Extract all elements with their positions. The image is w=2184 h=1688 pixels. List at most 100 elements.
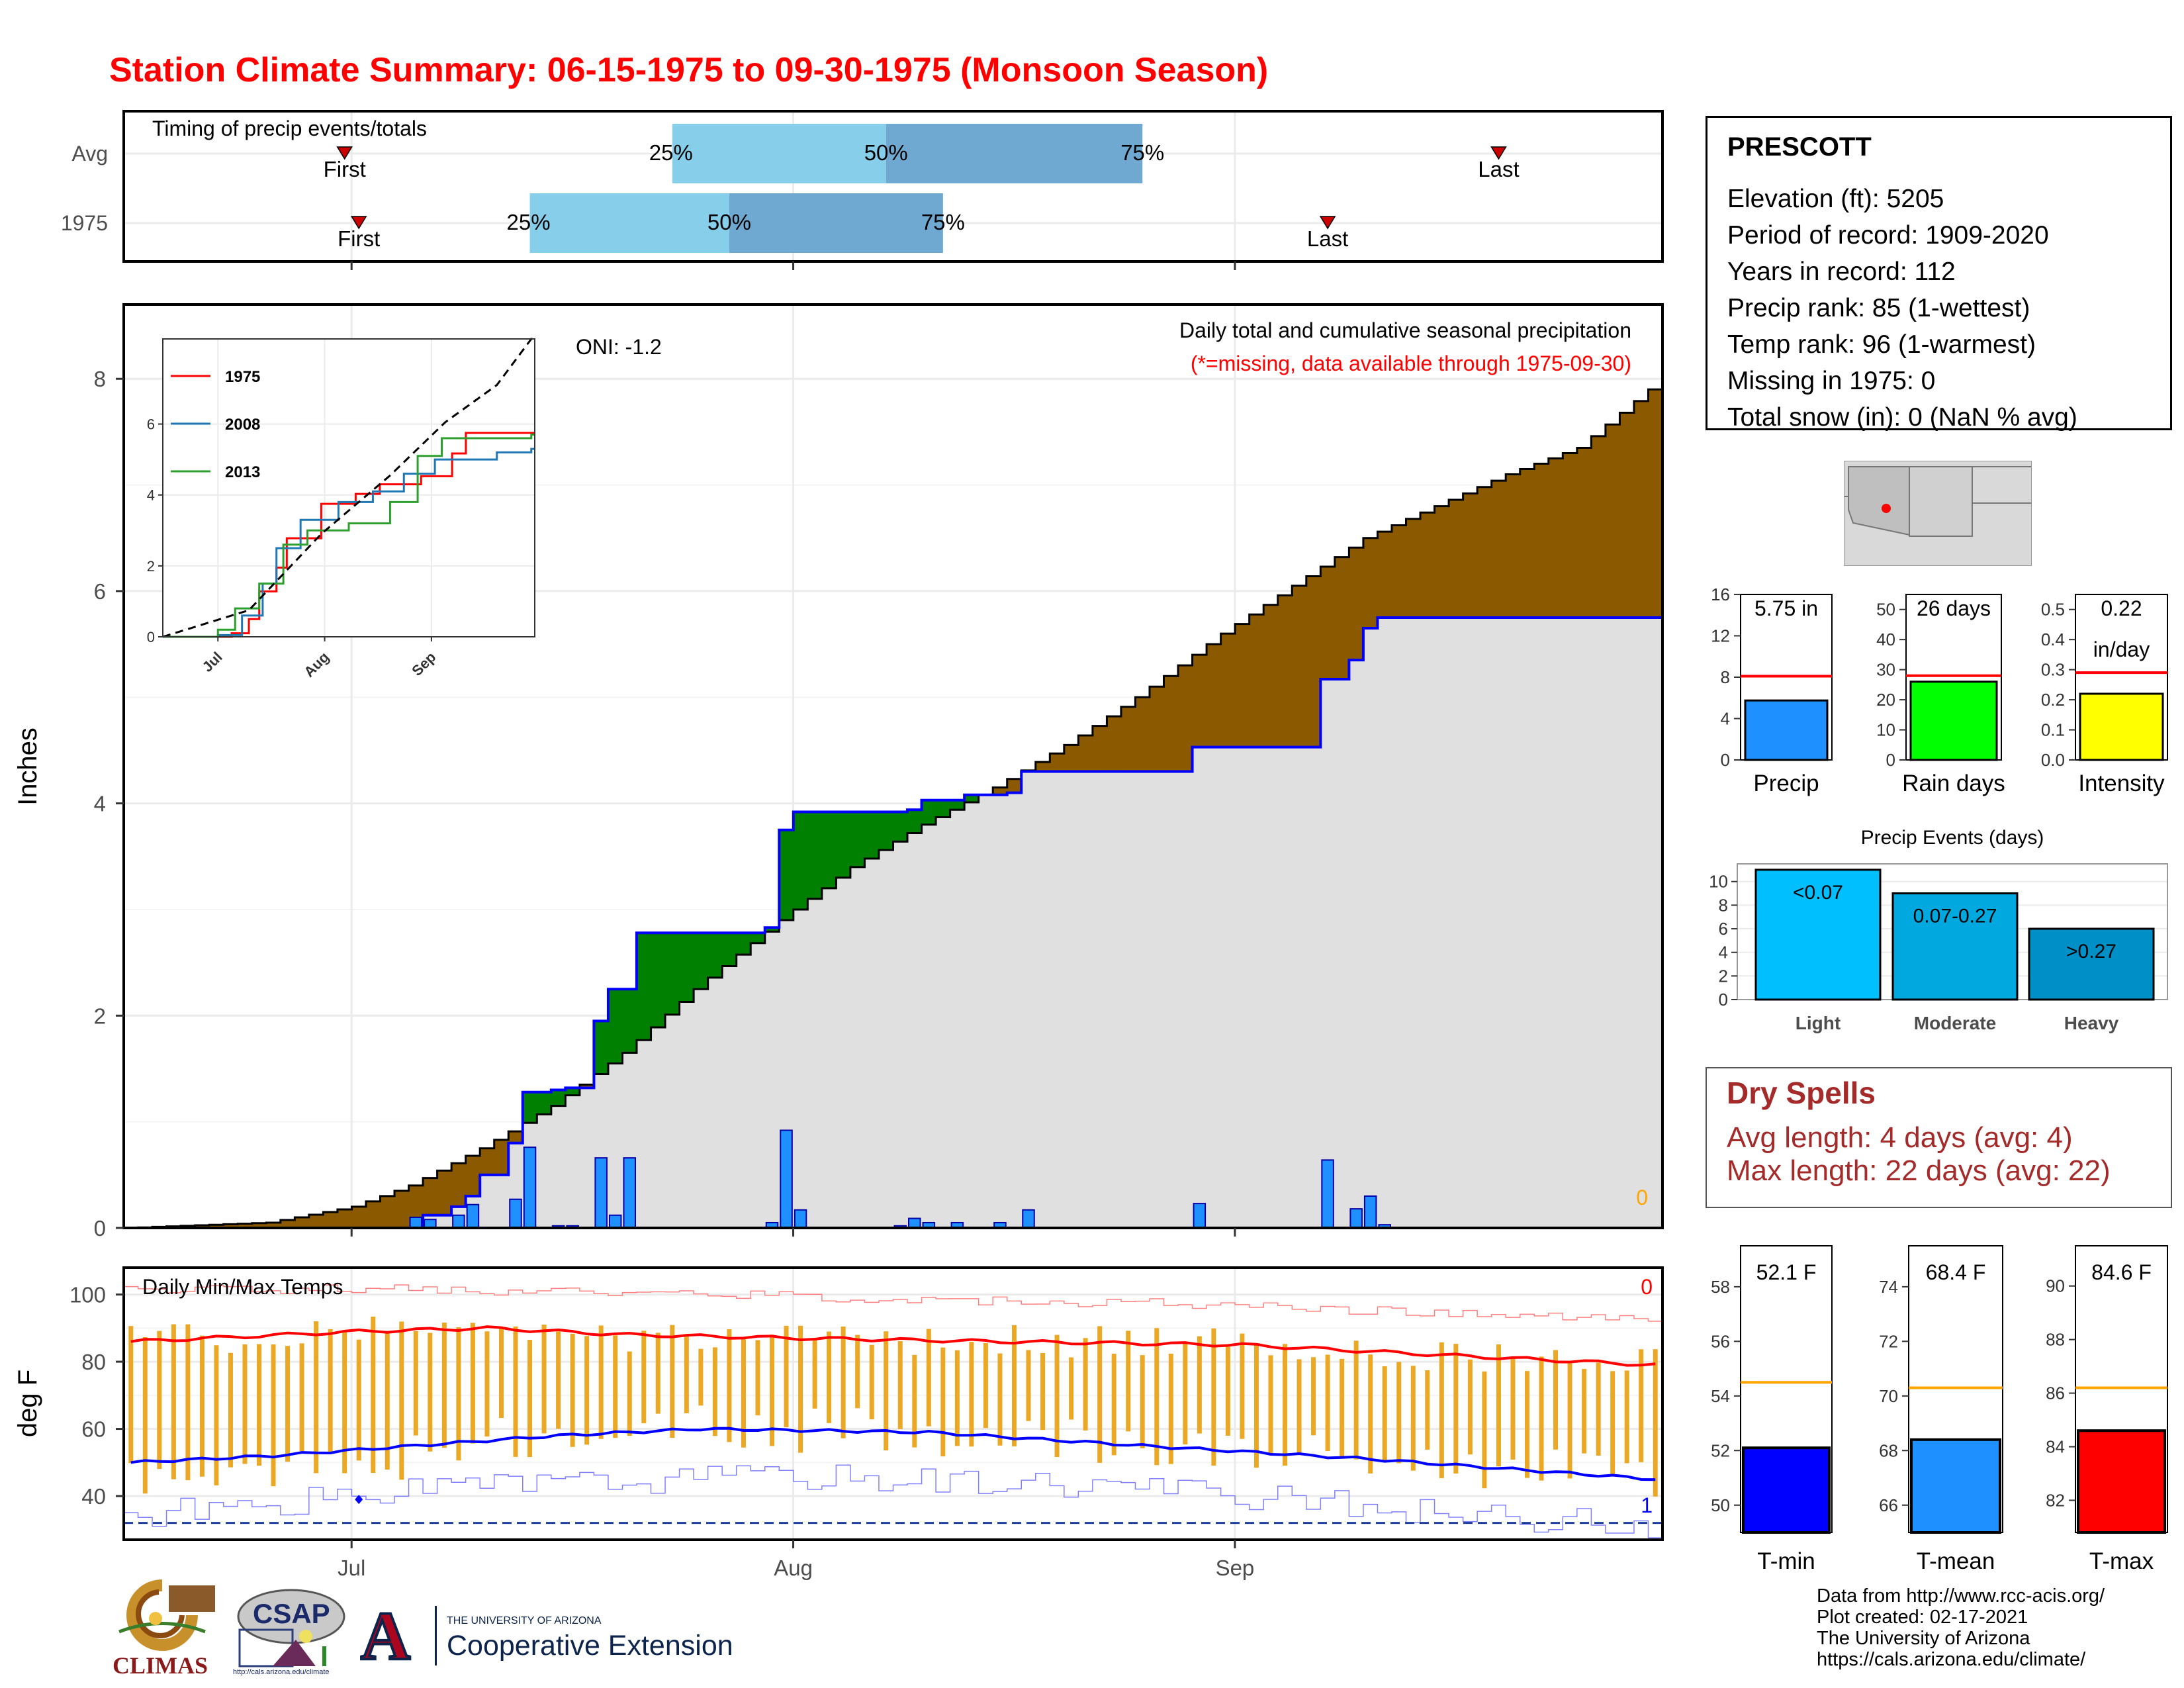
summary-value-label: 26 days — [1917, 596, 1991, 620]
temp-daily-range-bar — [584, 1336, 590, 1445]
temp-daily-range-bar — [1197, 1336, 1202, 1434]
precip-panel-frame — [122, 303, 1664, 1229]
temp-panel-bg — [124, 1268, 1662, 1540]
temp-daily-range-bar — [641, 1331, 647, 1424]
precip-surplus-area — [722, 933, 737, 966]
timing-avg-last-label: Last — [1478, 157, 1519, 181]
temp-summary-t-min: 52.1 F 50 52 54 56 58 T-min — [1711, 1245, 1833, 1574]
summary-bar — [1744, 699, 1829, 761]
inset-legend-label-1975: 1975 — [225, 368, 260, 386]
summary-ytick-label: 0.4 — [2041, 630, 2065, 649]
precip-deficit-area — [251, 1223, 267, 1228]
precip-deficit-area — [1563, 453, 1578, 618]
summary-ytick-label: 30 — [1876, 660, 1895, 680]
precip-surplus-area — [651, 933, 666, 1027]
precip-deficit-area — [1434, 506, 1449, 618]
summary-ytick-label: 0.0 — [2041, 750, 2065, 770]
precip-deficit-area — [1633, 400, 1649, 618]
temp-daily-range-bar — [655, 1333, 660, 1414]
events-ytick-label: 4 — [1719, 943, 1728, 962]
precip-deficit-area — [1092, 726, 1107, 772]
precip-ylabel: Inches — [13, 727, 42, 806]
inset-average-line — [162, 338, 535, 638]
temp-summary-category-label: T-min — [1757, 1548, 1815, 1574]
precip-daily-bar-23 — [1363, 1195, 1377, 1229]
precip-surplus-area — [950, 800, 965, 810]
summary-value-label: 5.75 in — [1754, 596, 1818, 620]
dry-spells-box: Dry Spells Avg length: 4 days (avg: 4) M… — [1706, 1067, 2172, 1208]
station-name: PRESCOTT — [1727, 132, 1872, 162]
precip-deficit-area — [437, 1170, 452, 1215]
temp-summary-ytick-label: 82 — [2046, 1490, 2065, 1510]
precip-daily-bar-22 — [1349, 1208, 1363, 1229]
temp-daily-range-bar — [1311, 1357, 1316, 1436]
temp-ytick-label-100: 100 — [69, 1283, 106, 1307]
station-snow: Total snow (in): 0 (NaN % avg) — [1727, 403, 2077, 432]
temp-daily-range-bar — [470, 1323, 475, 1444]
summary-ytick-label: 8 — [1721, 667, 1730, 687]
precip-deficit-area — [1349, 547, 1364, 661]
temp-daily-range-bar — [712, 1347, 717, 1436]
precip-deficit-area — [1463, 493, 1478, 618]
precip-daily-bar-19 — [1022, 1209, 1035, 1229]
precip-daily-bar-4 — [509, 1198, 522, 1229]
timing-y1975-q25-label: 25% — [507, 210, 551, 234]
dry-spells-avg: Avg length: 4 days (avg: 4) — [1727, 1121, 2073, 1154]
summary-ytick-label: 4 — [1721, 709, 1730, 729]
precip-daily-bar-9 — [608, 1214, 622, 1229]
precip-deficit-area — [480, 1148, 495, 1175]
precip-deficit-area — [1107, 716, 1122, 772]
timing-y1975-q50-q75-bar — [729, 193, 943, 253]
inset-ytick-label-6: 6 — [147, 416, 155, 433]
temp-daily-range-bar — [185, 1324, 191, 1481]
temp-summary-ytick-label: 72 — [1879, 1331, 1898, 1351]
precip-surplus-area — [679, 933, 694, 1002]
precip-deficit-area — [1178, 665, 1193, 772]
precip-daily-bar-15 — [908, 1217, 921, 1229]
temp-daily-range-bar — [727, 1329, 732, 1442]
station-years: Years in record: 112 — [1727, 258, 1956, 286]
precip-surplus-area — [694, 933, 709, 990]
temp-record-low-line — [124, 1464, 1662, 1538]
station-temp-rank: Temp rank: 96 (1-warmest) — [1727, 330, 2036, 359]
precip-deficit-area — [1249, 614, 1264, 747]
temp-daily-range-bar — [1240, 1333, 1245, 1439]
temp-daily-range-bar — [1026, 1350, 1031, 1421]
summary-category-label: Rain days — [1902, 771, 2005, 796]
temp-summary-t-mean: 68.4 F 66 68 70 72 74 T-mean — [1879, 1245, 2003, 1574]
events-ytick-label: 2 — [1719, 966, 1728, 986]
precip-deficit-area — [1192, 655, 1207, 747]
precip-deficit-area — [1420, 512, 1435, 618]
temp-daily-range-bar — [1524, 1371, 1529, 1478]
temp-daily-range-bar — [1410, 1366, 1416, 1471]
precip-deficit-area — [1477, 487, 1492, 618]
timing-avg-q50-q75-bar — [886, 124, 1143, 183]
temp-daily-range-bar — [1553, 1350, 1559, 1450]
summary-ytick-label: 0.2 — [2041, 690, 2065, 710]
summary-category-label: Precip — [1753, 771, 1819, 796]
precip-surplus-area — [836, 812, 851, 878]
temp-daily-range-bar — [1211, 1328, 1216, 1466]
timing-y1975-last-marker — [1319, 216, 1336, 230]
precip-deficit-area — [1363, 538, 1378, 629]
timing-panel-frame — [122, 110, 1664, 263]
station-location-marker — [1882, 504, 1891, 513]
precip-daily-bar-21 — [1321, 1159, 1334, 1229]
timing-y1975-q75-label: 75% — [921, 210, 965, 234]
temp-daily-range-bar — [413, 1331, 418, 1436]
precip-deficit-area — [451, 1163, 467, 1207]
precip-deficit-area — [1391, 525, 1406, 618]
temp-summary-ytick-label: 54 — [1711, 1386, 1730, 1406]
temp-daily-range-bar — [1126, 1331, 1131, 1432]
temp-daily-range-bar — [1382, 1366, 1387, 1462]
summary-ytick-label: 10 — [1876, 720, 1895, 740]
temp-summary-ytick-label: 88 — [2046, 1330, 2065, 1350]
inset-series-2008 — [163, 447, 535, 638]
events-bar-label-moderate: 0.07-0.27 — [1913, 906, 1997, 927]
temp-daily-range-bar — [940, 1347, 946, 1457]
precip-deficit-area — [1206, 644, 1222, 747]
events-bar-label-heavy: >0.27 — [2066, 941, 2116, 962]
temp-daily-range-bar — [1283, 1344, 1288, 1466]
precip-deficit-area — [1150, 686, 1165, 772]
